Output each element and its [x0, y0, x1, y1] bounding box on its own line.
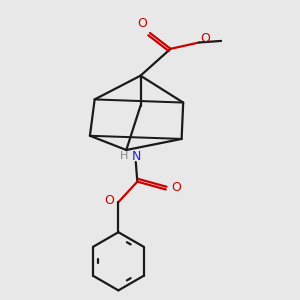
Text: O: O [172, 182, 182, 194]
Text: O: O [104, 194, 114, 207]
Text: H: H [119, 151, 128, 161]
Text: O: O [137, 17, 147, 31]
Text: O: O [201, 32, 211, 45]
Text: N: N [132, 150, 141, 163]
